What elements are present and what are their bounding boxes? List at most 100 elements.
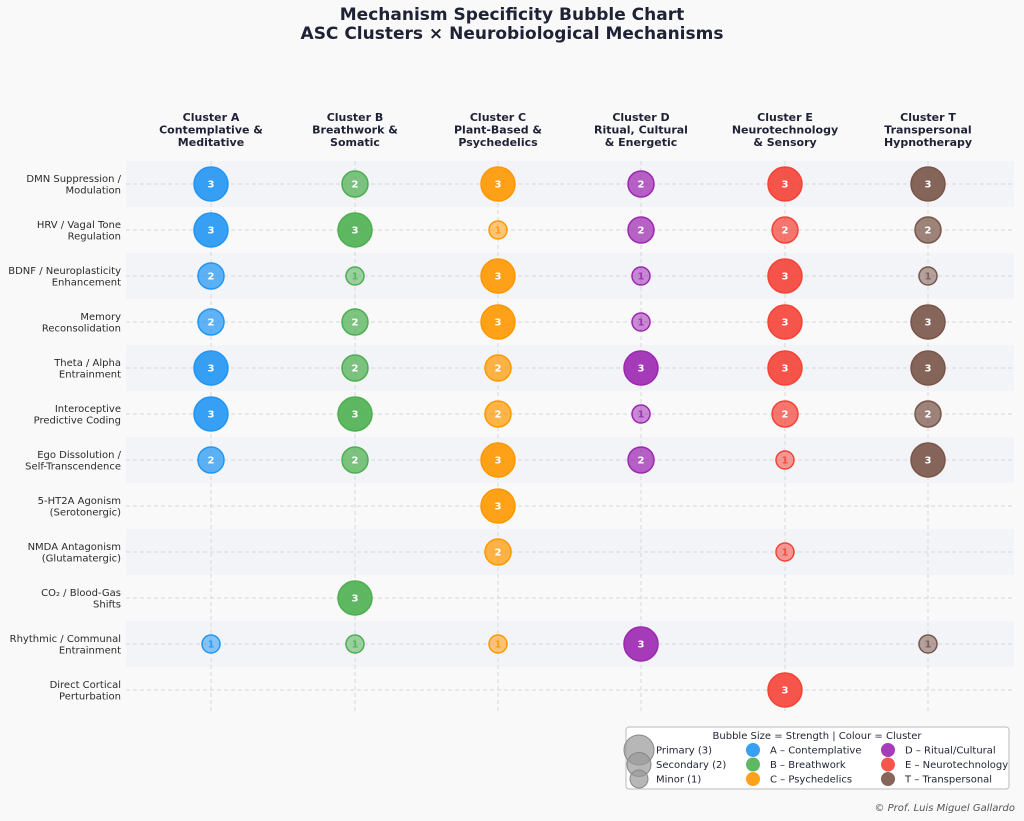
bubble: [337, 580, 373, 616]
column-header-label: Somatic: [330, 136, 380, 149]
bubble-value-label: 1: [925, 272, 932, 283]
bubble: [193, 212, 229, 248]
bubble: [197, 262, 225, 290]
row-label: Entrainment: [59, 370, 121, 381]
bubble-value-label: 3: [782, 364, 789, 375]
bubble-value-label: 2: [208, 456, 215, 467]
column-header-label: Transpersonal: [884, 124, 971, 137]
bubble: [197, 308, 225, 336]
bubble-value-label: 3: [352, 594, 359, 605]
bubble-value-label: 3: [495, 272, 502, 283]
bubble-value-label: 3: [352, 410, 359, 421]
row-label: DMN Suppression /: [26, 174, 121, 185]
bubble: [488, 634, 508, 654]
row-label: Self-Transcendence: [25, 462, 121, 473]
bubble: [771, 216, 799, 244]
bubble-value-label: 1: [352, 640, 359, 651]
bubble: [627, 170, 655, 198]
bubble-value-label: 3: [208, 410, 215, 421]
row-label: Shifts: [93, 600, 121, 611]
bubble-value-label: 2: [925, 410, 932, 421]
column-header-label: Contemplative &: [159, 124, 263, 137]
bubble-value-label: 2: [208, 272, 215, 283]
bubble-value-label: 1: [638, 410, 645, 421]
column-header-label: Cluster C: [470, 111, 526, 124]
column-header-label: Hypnotherapy: [884, 136, 972, 149]
bubble-value-label: 3: [638, 640, 645, 651]
row-label: Enhancement: [52, 278, 121, 289]
legend-size-marker: [629, 769, 649, 789]
bubble-value-label: 3: [782, 318, 789, 329]
bubble: [910, 350, 946, 386]
bubble-value-label: 3: [495, 318, 502, 329]
bubble: [910, 166, 946, 202]
bubble-value-label: 3: [925, 318, 932, 329]
row-label: 5-HT2A Agonism: [38, 496, 121, 507]
bubble: [484, 400, 512, 428]
bubble-value-label: 2: [352, 364, 359, 375]
bubble-value-label: 2: [495, 548, 502, 559]
column-header-label: Cluster D: [612, 111, 669, 124]
column-header-label: Psychedelics: [458, 136, 538, 149]
bubble-value-label: 1: [495, 226, 502, 237]
row-label: Entrainment: [59, 646, 121, 657]
row-label: Ego Dissolution /: [37, 450, 121, 461]
bubble-value-label: 3: [208, 180, 215, 191]
row-label: Regulation: [68, 232, 121, 243]
bubble-value-label: 2: [495, 364, 502, 375]
bubble-value-label: 1: [638, 272, 645, 283]
bubble-value-label: 3: [925, 180, 932, 191]
bubble: [910, 442, 946, 478]
bubble: [337, 212, 373, 248]
bubble-value-label: 3: [352, 226, 359, 237]
bubble: [341, 170, 369, 198]
bubble: [345, 266, 365, 286]
column-header-label: Cluster A: [183, 111, 240, 124]
row-label: BDNF / Neuroplasticity: [8, 266, 121, 277]
bubble-value-label: 2: [352, 180, 359, 191]
column-header-label: Cluster T: [900, 111, 956, 124]
bubble-value-label: 3: [495, 502, 502, 513]
legend-cluster-label: C – Psychedelics: [770, 775, 852, 786]
bubble-value-label: 1: [638, 318, 645, 329]
bubble: [918, 634, 938, 654]
bubble: [193, 350, 229, 386]
legend-cluster-marker: [746, 757, 760, 772]
legend-cluster-label: D – Ritual/Cultural: [905, 746, 996, 757]
column-header-label: & Sensory: [753, 136, 816, 149]
bubble: [767, 304, 803, 340]
column-header-label: & Energetic: [605, 136, 678, 149]
bubble: [775, 450, 795, 470]
bubble-value-label: 2: [925, 226, 932, 237]
bubble: [197, 446, 225, 474]
legend-cluster-marker: [746, 772, 760, 786]
legend-size-label: Primary (3): [656, 746, 712, 757]
bubble: [767, 672, 803, 708]
bubble: [484, 538, 512, 566]
bubble-value-label: 1: [782, 548, 789, 559]
bubble: [341, 354, 369, 382]
bubble: [767, 258, 803, 294]
bubble: [631, 266, 651, 286]
legend-cluster-label: B – Breathwork: [770, 760, 846, 771]
row-label: Interoceptive: [55, 404, 121, 415]
bubble: [484, 354, 512, 382]
bubble: [201, 634, 221, 654]
row-label: CO₂ / Blood-Gas: [41, 588, 121, 599]
bubble-value-label: 3: [782, 272, 789, 283]
bubble: [623, 350, 659, 386]
bubble-value-label: 2: [495, 410, 502, 421]
chart-title: Mechanism Specificity Bubble Chart: [339, 5, 685, 25]
bubble-value-label: 2: [782, 410, 789, 421]
bubble: [488, 220, 508, 240]
column-header-label: Neurotechnology: [732, 124, 838, 137]
bubble-value-label: 1: [208, 640, 215, 651]
bubble-value-label: 1: [782, 456, 789, 467]
row-label: HRV / Vagal Tone: [37, 220, 121, 231]
credit-text: © Prof. Luis Miguel Gallardo: [874, 803, 1015, 814]
bubble: [480, 304, 516, 340]
bubble-value-label: 1: [352, 272, 359, 283]
bubble: [345, 634, 365, 654]
bubble: [341, 308, 369, 336]
bubble-value-label: 3: [782, 180, 789, 191]
